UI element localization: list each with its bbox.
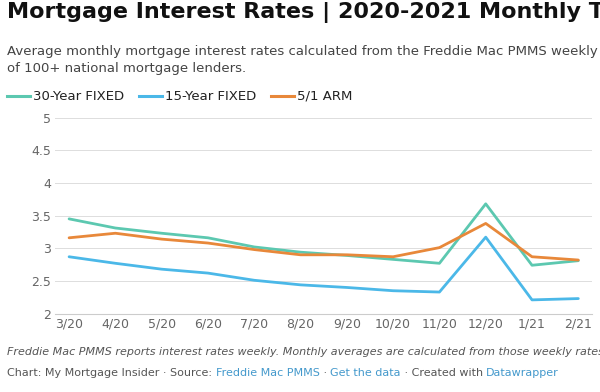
Text: Freddie Mac PMMS: Freddie Mac PMMS bbox=[216, 368, 320, 379]
Text: Average monthly mortgage interest rates calculated from the Freddie Mac PMMS wee: Average monthly mortgage interest rates … bbox=[7, 45, 600, 75]
Text: Mortgage Interest Rates | 2020-2021 Monthly Trends: Mortgage Interest Rates | 2020-2021 Mont… bbox=[7, 2, 600, 23]
Text: Freddie Mac PMMS reports interest rates weekly. Monthly averages are calculated : Freddie Mac PMMS reports interest rates … bbox=[7, 347, 600, 357]
Text: Chart: My Mortgage Insider · Source:: Chart: My Mortgage Insider · Source: bbox=[7, 368, 216, 379]
Text: ·: · bbox=[320, 368, 330, 379]
Text: 30-Year FIXED: 30-Year FIXED bbox=[33, 89, 124, 103]
Text: Datawrapper: Datawrapper bbox=[487, 368, 559, 379]
Text: 15-Year FIXED: 15-Year FIXED bbox=[165, 89, 256, 103]
Text: 5/1 ARM: 5/1 ARM bbox=[297, 89, 352, 103]
Text: · Created with: · Created with bbox=[401, 368, 487, 379]
Text: Get the data: Get the data bbox=[330, 368, 401, 379]
